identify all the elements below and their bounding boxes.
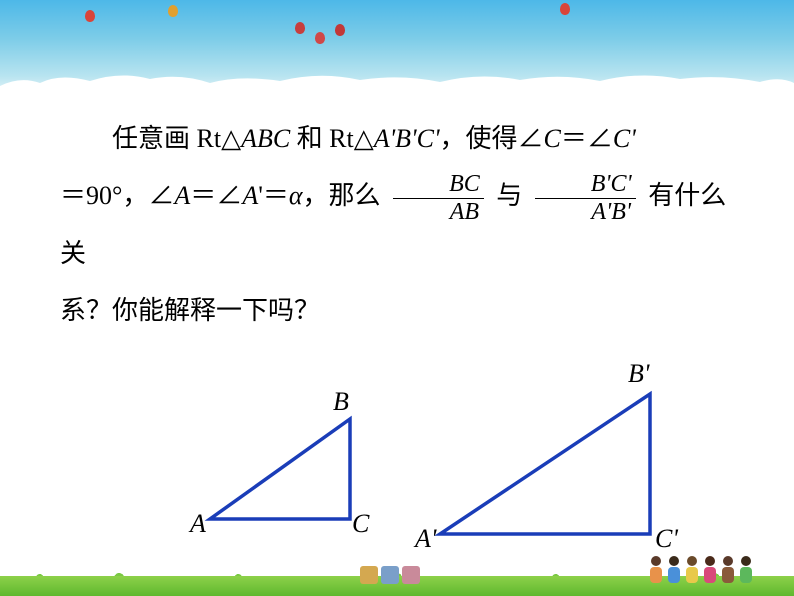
triangle-diagrams: A B C A' B' C'	[60, 349, 734, 569]
text: ，使得∠	[440, 124, 544, 153]
balloon-icon	[315, 32, 325, 44]
frac-num: B'C'	[535, 171, 636, 197]
triangle-abc-prime	[440, 394, 650, 534]
content-area: 任意画 Rt△ABC 和 Rt△A'B'C'，使得∠C＝∠C' ＝90°，∠A＝…	[0, 95, 794, 569]
kid-icon	[648, 556, 664, 586]
alpha: α	[289, 181, 303, 210]
balloon-icon	[335, 24, 345, 36]
angle-c: C	[544, 124, 561, 153]
kid-icon	[720, 556, 736, 586]
decor-icon	[402, 566, 420, 584]
kid-icon	[702, 556, 718, 586]
balloon-icon	[295, 22, 305, 34]
text: ＝90°，∠	[60, 181, 174, 210]
balloon-icon	[560, 3, 570, 15]
kid-icon	[666, 556, 682, 586]
text: 与	[496, 181, 522, 210]
abc-prime: A'B'C'	[374, 124, 440, 153]
frac-den: AB	[393, 198, 484, 225]
text: ＝∠	[561, 124, 613, 153]
text: 系？你能解释一下吗？	[60, 296, 320, 325]
label-b: B	[333, 387, 349, 417]
label-a-prime: A'	[415, 524, 436, 554]
label-c: C	[352, 509, 369, 539]
sky-banner	[0, 0, 794, 95]
kid-icon	[684, 556, 700, 586]
fraction-2: B'C' A'B'	[535, 171, 636, 225]
balloon-icon	[168, 5, 178, 17]
text: ，那么	[303, 181, 381, 210]
decor-icon	[360, 566, 378, 584]
abc: ABC	[241, 124, 290, 153]
cloud-edge	[0, 71, 794, 96]
balloon-icon	[85, 10, 95, 22]
fraction-1: BC AB	[393, 171, 484, 225]
text: ＝∠	[190, 181, 242, 210]
kid-icon	[738, 556, 754, 586]
text: 任意画 Rt△	[112, 124, 241, 153]
label-c-prime: C'	[655, 524, 678, 554]
angle-a: A	[174, 181, 190, 210]
center-decoration	[360, 562, 440, 584]
decor-icon	[381, 566, 399, 584]
text: '＝	[258, 181, 289, 210]
frac-den: A'B'	[535, 198, 636, 225]
text: 和 Rt△	[290, 124, 374, 153]
angle-c-prime: C'	[613, 124, 636, 153]
kids-illustration	[648, 556, 754, 586]
footer-banner	[0, 551, 794, 596]
angle-a-prime: A	[242, 181, 258, 210]
frac-num: BC	[393, 171, 484, 197]
triangle-abc	[210, 419, 350, 519]
label-a: A	[190, 509, 206, 539]
problem-statement: 任意画 Rt△ABC 和 Rt△A'B'C'，使得∠C＝∠C' ＝90°，∠A＝…	[60, 110, 734, 339]
label-b-prime: B'	[628, 359, 649, 389]
